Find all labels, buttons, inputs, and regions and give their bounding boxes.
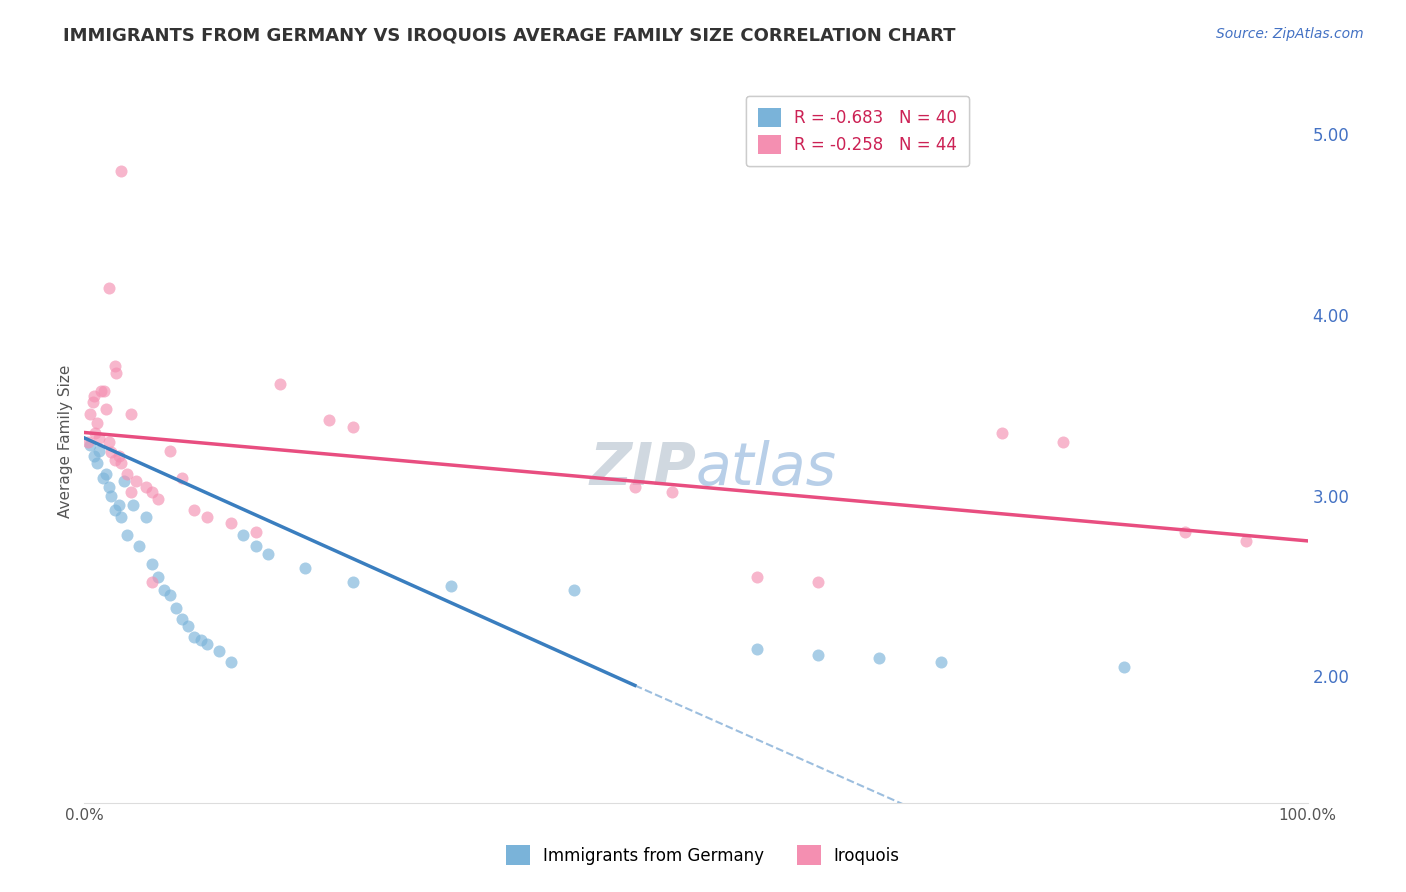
Y-axis label: Average Family Size: Average Family Size	[58, 365, 73, 518]
Point	[83, 389, 105, 403]
Point	[183, 630, 205, 644]
Point	[195, 510, 218, 524]
Point	[562, 582, 585, 597]
Point	[245, 539, 267, 553]
Point	[624, 480, 647, 494]
Point	[807, 575, 830, 590]
Point	[141, 558, 163, 572]
Point	[153, 582, 176, 597]
Point	[165, 600, 187, 615]
Point	[96, 467, 118, 481]
Point	[104, 452, 127, 467]
Point	[110, 163, 132, 178]
Point	[87, 443, 110, 458]
Point	[342, 420, 364, 434]
Point	[115, 528, 138, 542]
Point	[110, 510, 132, 524]
Point	[79, 408, 101, 422]
Point	[79, 438, 101, 452]
Point	[97, 281, 120, 295]
Point	[96, 402, 118, 417]
Point	[1052, 434, 1074, 449]
Point	[183, 503, 205, 517]
Point	[1114, 660, 1136, 674]
Point	[84, 425, 107, 440]
Point	[440, 579, 463, 593]
Point	[747, 642, 769, 657]
Point	[105, 366, 128, 380]
Point	[107, 498, 129, 512]
Point	[100, 489, 122, 503]
Point	[1236, 533, 1258, 548]
Point	[77, 434, 100, 449]
Point	[104, 359, 127, 373]
Point	[115, 467, 138, 481]
Point	[269, 376, 291, 391]
Point	[342, 575, 364, 590]
Point	[97, 480, 120, 494]
Point	[86, 417, 108, 431]
Point	[128, 539, 150, 553]
Point	[661, 485, 683, 500]
Point	[190, 633, 212, 648]
Point	[125, 475, 148, 489]
Point	[120, 485, 142, 500]
Point	[141, 575, 163, 590]
Point	[146, 570, 169, 584]
Legend: R = -0.683   N = 40, R = -0.258   N = 44: R = -0.683 N = 40, R = -0.258 N = 44	[747, 95, 969, 166]
Point	[120, 408, 142, 422]
Text: ZIP: ZIP	[589, 440, 696, 497]
Point	[232, 528, 254, 542]
Point	[87, 431, 110, 445]
Point	[86, 456, 108, 470]
Point	[294, 561, 316, 575]
Point	[208, 644, 231, 658]
Point	[991, 425, 1014, 440]
Point	[257, 547, 280, 561]
Point	[91, 471, 114, 485]
Text: Source: ZipAtlas.com: Source: ZipAtlas.com	[1216, 27, 1364, 41]
Point	[172, 471, 194, 485]
Point	[172, 611, 194, 625]
Point	[747, 570, 769, 584]
Point	[97, 434, 120, 449]
Point	[219, 655, 242, 669]
Text: atlas: atlas	[696, 440, 837, 497]
Point	[112, 475, 135, 489]
Point	[807, 648, 830, 662]
Point	[159, 443, 181, 458]
Point	[245, 524, 267, 539]
Point	[177, 619, 200, 633]
Point	[1174, 524, 1197, 539]
Point	[146, 492, 169, 507]
Point	[93, 384, 115, 398]
Point	[929, 655, 952, 669]
Point	[107, 449, 129, 463]
Point	[141, 485, 163, 500]
Point	[83, 449, 105, 463]
Point	[195, 637, 218, 651]
Point	[159, 588, 181, 602]
Point	[104, 503, 127, 517]
Point	[219, 516, 242, 530]
Point	[100, 445, 122, 459]
Point	[122, 498, 145, 512]
Point	[82, 394, 104, 409]
Legend: Immigrants from Germany, Iroquois: Immigrants from Germany, Iroquois	[496, 836, 910, 875]
Point	[90, 384, 112, 398]
Point	[869, 651, 891, 665]
Text: IMMIGRANTS FROM GERMANY VS IROQUOIS AVERAGE FAMILY SIZE CORRELATION CHART: IMMIGRANTS FROM GERMANY VS IROQUOIS AVER…	[63, 27, 956, 45]
Point	[135, 510, 157, 524]
Point	[110, 456, 132, 470]
Point	[318, 413, 340, 427]
Point	[135, 480, 157, 494]
